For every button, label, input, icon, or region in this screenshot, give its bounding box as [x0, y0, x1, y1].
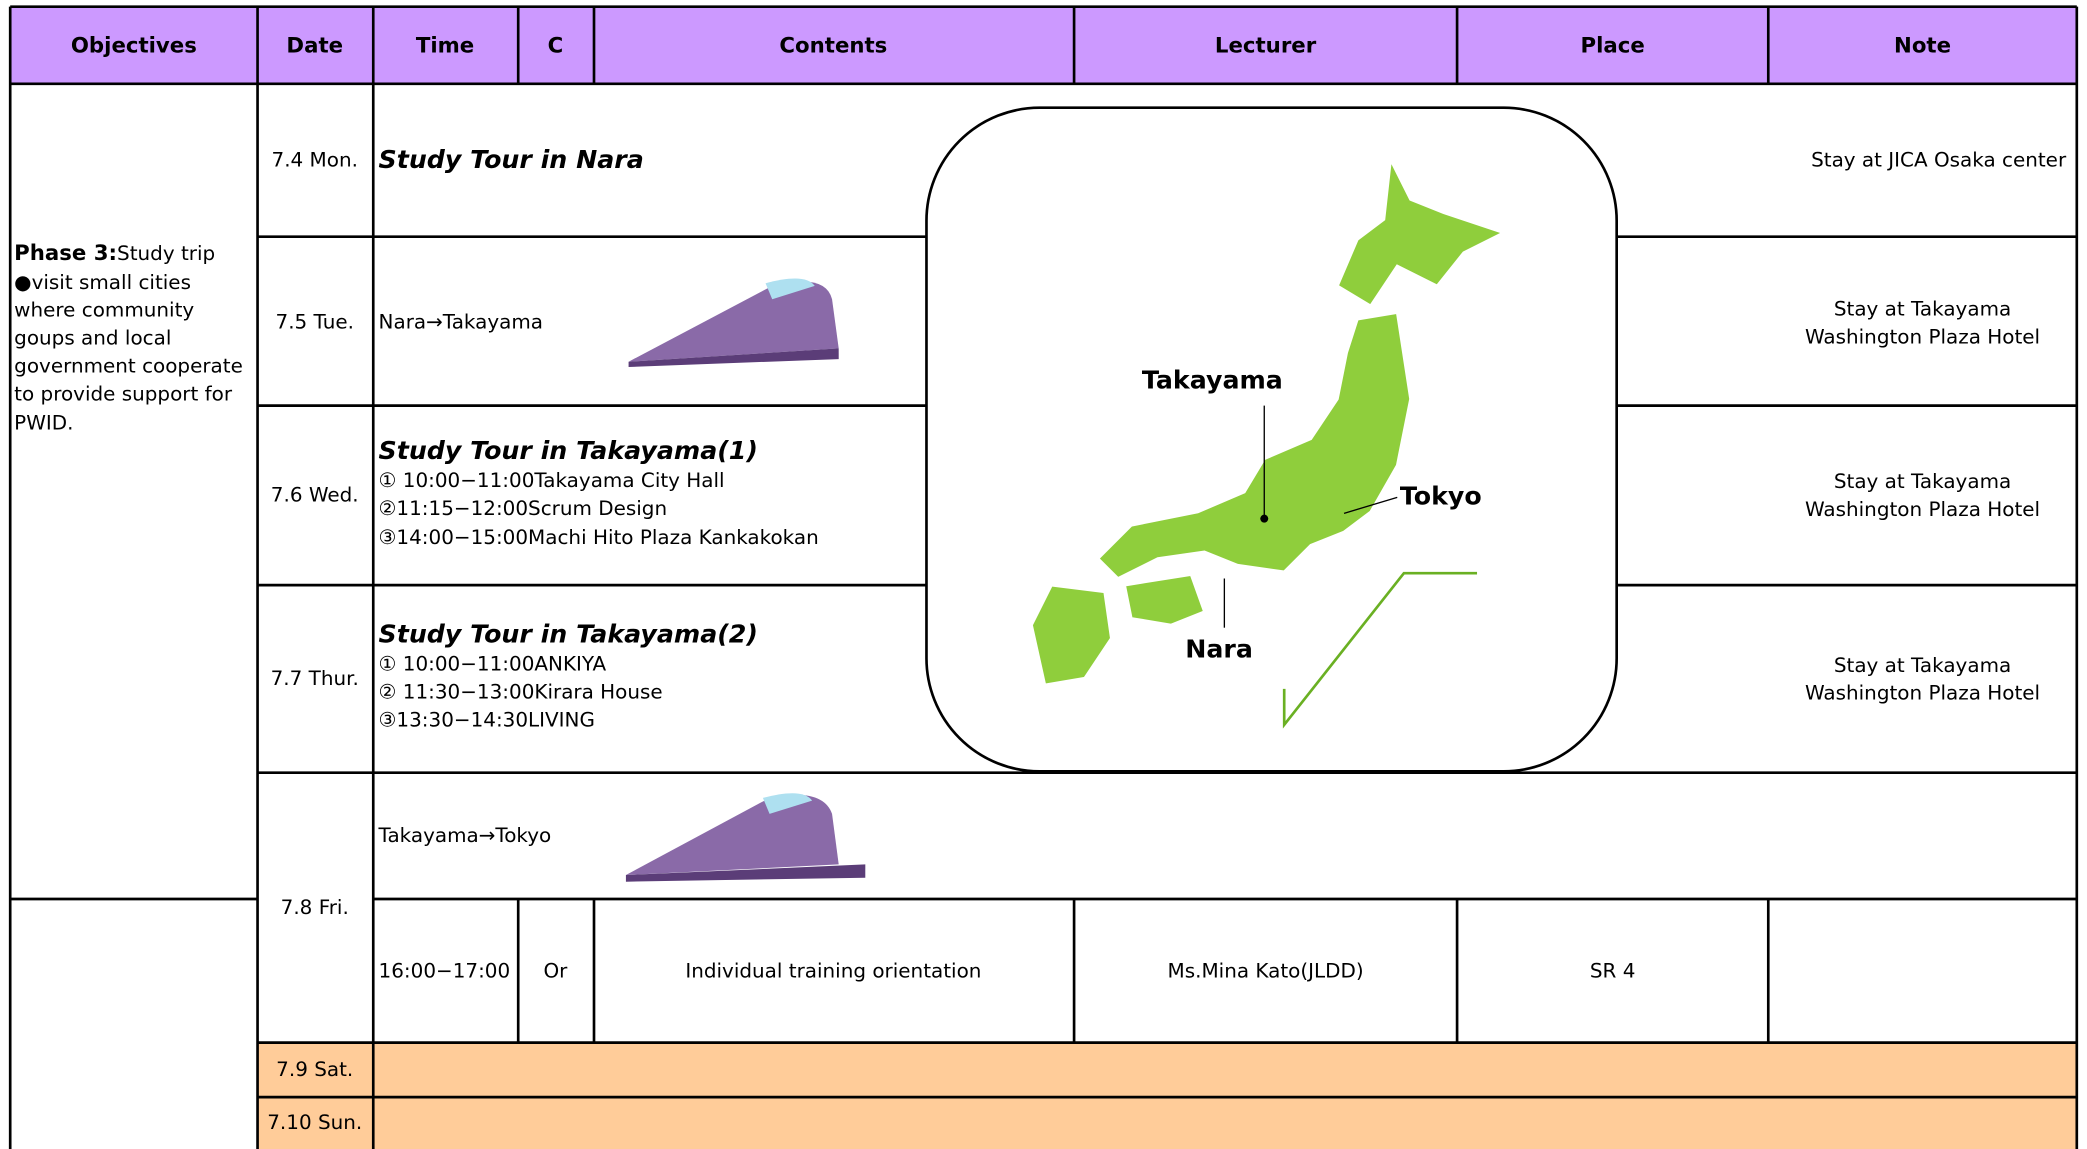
notes: Stay at JICA Osaka center Stay at Takaya…: [1805, 147, 2067, 704]
date: 7.7 Thur.: [271, 666, 359, 690]
date: 7.9 Sat.: [276, 1057, 353, 1081]
note: Stay at Takayama: [1834, 653, 2011, 677]
tour-title: Study Tour in Takayama(2): [379, 620, 758, 649]
date: 7.5 Tue.: [276, 310, 354, 334]
session-lecturer: Ms.Mina Kato(JLDD): [1168, 959, 1364, 983]
route: Nara→Takayama: [379, 310, 543, 334]
objective-line: ●visit small cities: [14, 270, 191, 294]
column-header: Contents: [779, 34, 887, 59]
phase: Phase 3:: [14, 241, 117, 266]
column-header: Date: [286, 34, 343, 59]
objective-line: Study trip: [117, 241, 215, 265]
session-place: SR 4: [1590, 959, 1636, 983]
train-icon: [628, 278, 839, 368]
item: ② 11:30−13:00Kirara House: [379, 679, 663, 703]
objective-label: Phase 3:Study trip: [14, 241, 215, 266]
note: Washington Plaza Hotel: [1805, 497, 2040, 521]
session-contents: Individual training orientation: [685, 959, 981, 983]
note: Washington Plaza Hotel: [1805, 681, 2040, 705]
objective: Phase 3:Study trip ●visit small cities w…: [14, 241, 243, 435]
item: ① 10:00−11:00Takayama City Hall: [379, 468, 725, 492]
tour-title: Study Tour in Nara: [379, 145, 644, 174]
map-label: Tokyo: [1400, 481, 1482, 510]
date: 7.8 Fri.: [281, 895, 349, 919]
map-label: Nara: [1185, 634, 1253, 663]
session-time: 16:00−17:00: [379, 959, 511, 983]
tour-title: Study Tour in Takayama(1): [379, 436, 758, 465]
item: ②11:15−12:00Scrum Design: [379, 496, 668, 520]
date: 7.4 Mon.: [272, 147, 358, 171]
column-header: Objectives: [71, 34, 197, 59]
header-bg: [10, 6, 2077, 84]
objective-line: PWID.: [14, 411, 73, 435]
route: Takayama→Tokyo: [378, 823, 552, 847]
objective-line: to provide support for: [14, 381, 233, 405]
map-label: Takayama: [1142, 366, 1283, 395]
column-header: Note: [1894, 34, 1951, 59]
map: Takayama Tokyo Nara: [925, 106, 1618, 773]
dates: 7.4 Mon. 7.5 Tue. 7.6 Wed. 7.7 Thur. 7.8…: [267, 147, 362, 1134]
note: Stay at JICA Osaka center: [1811, 147, 2067, 171]
train-icon: [625, 793, 866, 882]
objective-line: where community: [14, 298, 194, 322]
contents: Study Tour in Nara Nara→Takayama Study T…: [378, 145, 1636, 983]
item: ① 10:00−11:00ANKIYA: [379, 651, 607, 675]
objective-line: government cooperate: [14, 354, 243, 378]
date: 7.10 Sun.: [267, 1110, 362, 1134]
column-header: C: [548, 34, 564, 59]
note: Washington Plaza Hotel: [1805, 324, 2040, 348]
header-row: Objectives Date Time C Contents Lecturer…: [71, 34, 1951, 59]
session-c: Or: [543, 959, 568, 983]
note: Stay at Takayama: [1834, 469, 2011, 493]
item: ③14:00−15:00Machi Hito Plaza Kankakokan: [379, 525, 819, 549]
column-header: Lecturer: [1215, 34, 1317, 59]
column-header: Place: [1581, 34, 1645, 59]
column-header: Time: [416, 34, 474, 59]
objective-line: goups and local: [14, 326, 171, 350]
note: Stay at Takayama: [1834, 296, 2011, 320]
date: 7.6 Wed.: [271, 483, 359, 507]
item: ③13:30−14:30LIVING: [379, 707, 595, 731]
